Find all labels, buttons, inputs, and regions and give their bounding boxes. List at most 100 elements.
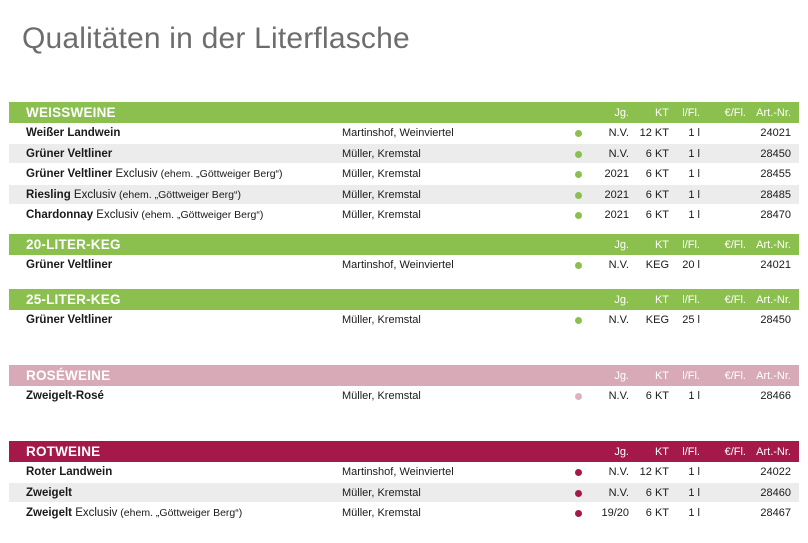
producer: Müller, Kremstal — [342, 168, 421, 180]
section-25-liter-keg: 25-LITER-KEG Jg. KT l/Fl. €/Fl. Art.-Nr. Grüne… — [9, 289, 799, 331]
wine-note: (ehem. „Göttweiger Berg“) — [138, 209, 264, 221]
producer: Müller, Kremstal — [342, 188, 421, 201]
col-art-header: Art.-Nr. — [756, 106, 791, 119]
wine-name: Riesling Exclusiv (ehem. „Göttweiger Ber… — [26, 189, 241, 201]
article-number: 24021 — [760, 259, 791, 271]
bottle-size: 1 l — [688, 147, 700, 160]
wine-name-main: Riesling — [26, 188, 71, 201]
vintage: N.V. — [608, 466, 629, 478]
wine-name-main: Grüner Veltliner — [26, 168, 113, 180]
section-header: WEISSWEINE Jg. KT l/Fl. €/Fl. Art.-Nr. — [9, 102, 799, 123]
wine-name: Chardonnay Exclusiv (ehem. „Göttweiger B… — [26, 209, 263, 221]
carton: 6 KT — [645, 507, 669, 519]
category-dot-icon — [575, 130, 582, 137]
section-title: ROTWEINE — [26, 444, 101, 459]
wine-name-main: Zweigelt — [26, 486, 73, 499]
col-eur-header: €/Fl. — [724, 369, 746, 382]
carton: 6 KT — [645, 390, 669, 402]
vintage: N.V. — [608, 127, 629, 139]
category-dot-icon — [575, 262, 582, 269]
vintage: 2021 — [604, 209, 629, 221]
carton: 6 KT — [645, 147, 669, 160]
article-number: 28455 — [760, 168, 791, 180]
col-kt-header: KT — [654, 369, 669, 382]
category-dot-icon — [575, 317, 582, 324]
section-title: 20-LITER-KEG — [26, 237, 121, 252]
bottle-size: 1 l — [688, 188, 700, 201]
page-title: Qualitäten in der Literflasche — [22, 22, 410, 55]
vintage: N.V. — [608, 486, 629, 499]
wine-name-main: Weißer Landwein — [26, 127, 121, 139]
category-dot-icon — [575, 171, 582, 178]
col-eur-header: €/Fl. — [724, 106, 746, 119]
article-number: 28467 — [760, 507, 791, 519]
article-number: 24021 — [760, 127, 791, 139]
producer: Müller, Kremstal — [342, 390, 421, 402]
vintage: N.V. — [608, 314, 629, 326]
vintage: 2021 — [604, 168, 629, 180]
table-row: Zweigelt Exclusiv (ehem. „Göttweiger Ber… — [9, 503, 799, 524]
col-kt-header: KT — [654, 238, 669, 251]
wine-name: Weißer Landwein — [26, 127, 120, 139]
bottle-size: 1 l — [688, 209, 700, 221]
col-kt-header: KT — [654, 106, 669, 119]
table-row: Riesling Exclusiv (ehem. „Göttweiger Ber… — [9, 184, 799, 205]
wine-name-extra: Exclusiv — [112, 168, 158, 180]
col-eur-header: €/Fl. — [724, 445, 746, 458]
wine-name: Grüner Veltliner — [26, 259, 112, 271]
wine-name-extra: Exclusiv — [93, 209, 139, 221]
table-row: Grüner Veltliner Müller, Kremstal N.V. KEG 2… — [9, 310, 799, 331]
wine-name-main: Grüner Veltliner — [26, 314, 113, 326]
carton: 6 KT — [645, 209, 669, 221]
col-kt-header: KT — [654, 293, 669, 306]
article-number: 28470 — [760, 209, 791, 221]
wine-name-main: Chardonnay — [26, 209, 94, 221]
bottle-size: 1 l — [688, 466, 700, 478]
wine-name: Grüner Veltliner — [26, 148, 112, 160]
article-number: 28466 — [760, 390, 791, 402]
col-lfl-header: l/Fl. — [682, 106, 700, 119]
section-title: WEISSWEINE — [26, 105, 116, 120]
bottle-size: 1 l — [688, 168, 700, 180]
section-weissweine: WEISSWEINE Jg. KT l/Fl. €/Fl. Art.-Nr. Weißer … — [9, 102, 799, 226]
wine-name: Zweigelt-Rosé — [26, 390, 104, 402]
category-dot-icon — [575, 212, 582, 219]
category-dot-icon — [575, 469, 582, 476]
category-dot-icon — [575, 191, 582, 199]
wine-name-main: Grüner Veltliner — [26, 147, 113, 160]
section-title: 25-LITER-KEG — [26, 292, 121, 307]
col-eur-header: €/Fl. — [724, 238, 746, 251]
col-jg-header: Jg. — [614, 445, 629, 458]
carton: 6 KT — [645, 168, 669, 180]
col-eur-header: €/Fl. — [724, 293, 746, 306]
col-jg-header: Jg. — [614, 106, 629, 119]
bottle-size: 25 l — [682, 314, 700, 326]
producer: Müller, Kremstal — [342, 507, 421, 519]
col-lfl-header: l/Fl. — [682, 369, 700, 382]
producer: Müller, Kremstal — [342, 147, 421, 160]
vintage: N.V. — [608, 147, 629, 160]
article-number: 28460 — [760, 486, 791, 499]
carton: 6 KT — [645, 188, 669, 201]
carton: 12 KT — [639, 127, 669, 139]
col-art-header: Art.-Nr. — [756, 445, 791, 458]
wine-name-extra: Exclusiv — [70, 188, 117, 201]
wine-name-main: Roter Landwein — [26, 466, 113, 478]
category-dot-icon — [575, 510, 582, 517]
section-header: 25-LITER-KEG Jg. KT l/Fl. €/Fl. Art.-Nr. — [9, 289, 799, 310]
col-jg-header: Jg. — [614, 293, 629, 306]
col-kt-header: KT — [654, 445, 669, 458]
wine-note: (ehem. „Göttweiger Berg“) — [116, 188, 241, 201]
table-row: Weißer Landwein Martinshof, Weinviertel N.… — [9, 123, 799, 144]
carton: KEG — [645, 259, 669, 271]
producer: Müller, Kremstal — [342, 486, 421, 499]
carton: 12 KT — [639, 466, 669, 478]
col-art-header: Art.-Nr. — [756, 238, 791, 251]
article-number: 28450 — [760, 314, 791, 326]
section-20-liter-keg: 20-LITER-KEG Jg. KT l/Fl. €/Fl. Art.-Nr. Grüne… — [9, 234, 799, 276]
wine-name: Grüner Veltliner Exclusiv (ehem. „Göttwe… — [26, 168, 283, 180]
bottle-size: 1 l — [688, 127, 700, 139]
wine-name-main: Zweigelt-Rosé — [26, 390, 104, 402]
carton: 6 KT — [645, 486, 669, 499]
vintage: 2021 — [604, 188, 629, 201]
